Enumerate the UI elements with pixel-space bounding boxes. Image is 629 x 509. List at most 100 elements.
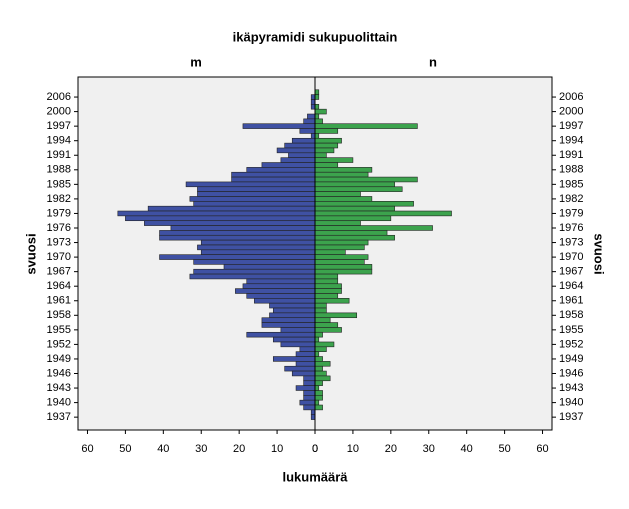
bar [310,99,316,105]
bar [314,385,320,391]
bar [261,162,316,168]
bar [223,264,316,270]
panel-label: m [190,54,202,69]
bar [314,278,339,285]
bar [147,205,316,212]
y-tick-label: 1964 [47,280,71,292]
bar [246,293,316,299]
y-tick-label: 1982 [47,193,71,205]
y-tick-label: 1958 [559,309,583,321]
bar [314,370,327,377]
bar [303,390,316,396]
bar [197,186,316,192]
bar [144,220,316,226]
bar [314,133,320,139]
y-tick-label: 1976 [559,222,583,234]
bar [314,317,331,323]
y-tick-label: 1958 [47,309,71,321]
bar [314,268,373,275]
bar [276,147,316,154]
bar [314,186,403,192]
bar [314,123,418,129]
y-tick-label: 1979 [47,207,71,219]
y-tick-label: 1946 [47,367,71,379]
bar [314,341,335,348]
bar [314,215,392,222]
bar [272,307,316,314]
bar [314,225,433,231]
y-tick-label: 1994 [47,135,71,147]
bar [269,312,316,319]
y-tick-label: 1952 [47,338,71,350]
bar [314,171,369,178]
y-tick-label: 1937 [559,411,583,423]
x-tick-label: 0 [312,443,318,455]
bar [246,278,316,285]
bar [189,196,316,202]
bar [314,94,320,100]
bar [197,191,316,197]
bar [314,167,373,173]
bar [314,322,339,328]
bar [261,322,316,328]
bar [314,293,339,299]
bar [242,123,316,129]
bar [200,249,316,255]
x-tick-label: 10 [347,443,359,455]
y-tick-label: 1946 [559,367,583,379]
bar [261,317,316,323]
x-tick-label: 50 [119,443,131,455]
bar [299,399,316,406]
bar [246,331,316,338]
y-tick-label: 1964 [559,280,583,292]
bar [269,302,316,309]
bar [246,167,316,173]
x-tick-label: 30 [423,443,435,455]
y-tick-label: 1937 [47,411,71,423]
bar [284,365,316,372]
bar [159,230,316,236]
bar [314,254,369,260]
x-tick-label: 40 [461,443,473,455]
bar [284,142,316,149]
panel-label: n [429,54,437,69]
x-axis-label: lukumäärä [282,469,348,484]
bar [314,404,323,411]
bar [314,298,350,304]
bar [314,201,414,207]
bar [314,234,395,241]
bar [159,234,316,241]
bar [314,259,365,265]
bar [159,254,316,260]
bar [314,196,373,202]
bar [314,181,395,188]
bar [314,142,339,149]
y-tick-label: 1982 [559,193,583,205]
bar [314,176,418,183]
bar [314,118,323,125]
bar [314,361,331,367]
y-tick-label: 2000 [47,106,71,118]
bar [185,181,316,188]
bar [314,375,331,382]
y-tick-label: 2000 [559,106,583,118]
y-tick-label: 1940 [47,397,71,409]
bar [314,104,320,110]
y-tick-label: 1988 [47,164,71,176]
chart-title: ikäpyramidi sukupuolittain [233,29,398,44]
bar [291,137,316,144]
y-tick-label: 1973 [47,236,71,248]
bar [272,356,316,362]
x-tick-label: 40 [157,443,169,455]
y-tick-label: 2006 [559,91,583,103]
bar [314,220,361,226]
y-tick-label: 1979 [559,207,583,219]
x-tick-label: 50 [498,443,510,455]
bar [189,273,316,280]
bar [314,147,335,154]
y-tick-label: 1997 [559,120,583,132]
bar [314,157,354,163]
bar [314,249,346,255]
